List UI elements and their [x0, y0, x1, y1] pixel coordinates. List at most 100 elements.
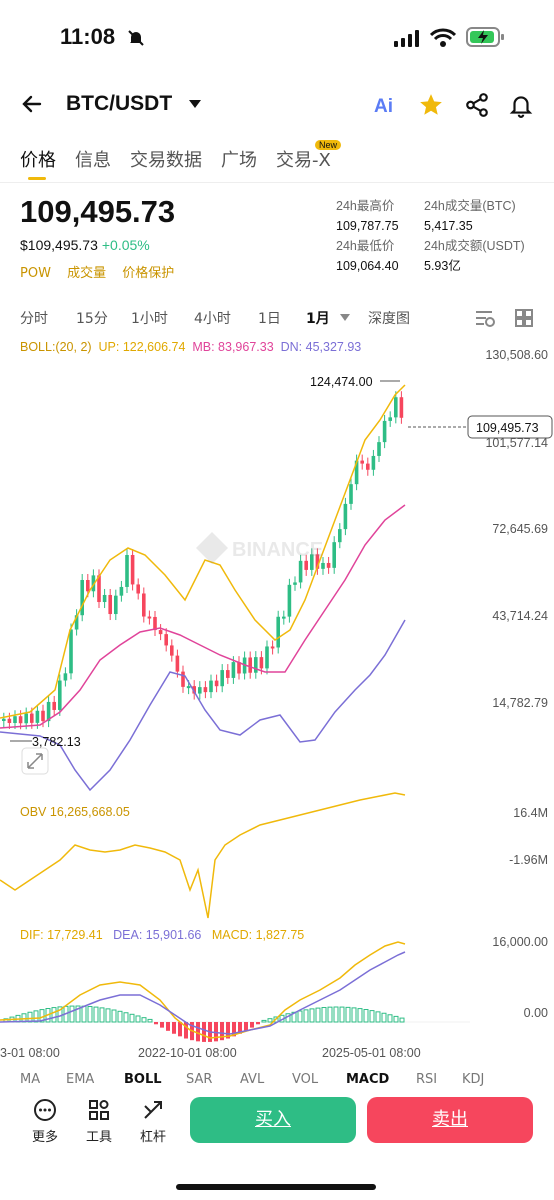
indicator-kdj[interactable]: KDJ: [462, 1072, 485, 1087]
macd-bar: [178, 1022, 182, 1037]
macd-bar: [123, 1012, 129, 1023]
last-price: 109,495.73: [20, 194, 176, 229]
macd-axis-top: 16,000.00: [492, 935, 548, 949]
interval-caret-icon[interactable]: [340, 314, 350, 322]
macd-bar: [375, 1011, 381, 1023]
candle: [377, 442, 381, 456]
candle: [86, 580, 90, 592]
dropdown-caret-icon[interactable]: [188, 98, 202, 110]
tag-price-protection[interactable]: 价格保护: [122, 266, 175, 281]
candle: [343, 503, 348, 530]
candles: [2, 391, 404, 730]
interval-timeline[interactable]: 分时: [20, 311, 48, 327]
dif-value: DIF: 17,729.41: [20, 928, 103, 942]
new-badge: New: [315, 140, 342, 150]
candle: [332, 542, 336, 568]
more-button[interactable]: 更多: [20, 1098, 70, 1145]
macd-bar: [363, 1009, 369, 1023]
interval-1h[interactable]: 1小时: [131, 311, 168, 327]
boll-up: UP: 122,606.74: [98, 340, 186, 354]
tag-volume[interactable]: 成交量: [67, 266, 107, 281]
stats-right: 24h成交量(BTC) 5,417.35 24h成交额(USDT) 5.93亿: [424, 196, 525, 276]
macd-bar: [393, 1015, 399, 1023]
high-marker: 124,474.00: [310, 375, 373, 389]
price-chart[interactable]: BINANCE 124,474.00 3,782.13 109,495.73: [0, 340, 554, 1070]
macd-bar: [261, 1019, 267, 1023]
candle: [41, 710, 45, 722]
macd-bar: [339, 1006, 345, 1023]
obv-axis-mid: -1.96M: [509, 853, 548, 867]
candle: [270, 646, 275, 649]
indicator-boll[interactable]: BOLL: [124, 1072, 162, 1087]
pair-title[interactable]: BTC/USDT: [66, 92, 173, 115]
indicator-macd[interactable]: MACD: [346, 1072, 390, 1087]
star-icon[interactable]: [418, 92, 444, 118]
interval-1d[interactable]: 1日: [258, 311, 281, 327]
leverage-icon: [144, 1101, 162, 1119]
back-arrow-icon[interactable]: [20, 92, 44, 116]
macd-bar: [33, 1010, 39, 1023]
macd-bar: [184, 1022, 188, 1039]
candle: [69, 629, 73, 674]
sell-button[interactable]: 卖出: [367, 1097, 533, 1143]
macd-legend: DIF: 17,729.41 DEA: 15,901.66 MACD: 1,82…: [20, 928, 304, 942]
low-marker: 3,782.13: [32, 735, 81, 749]
layout-grid-icon[interactable]: [514, 308, 534, 328]
interval-depth[interactable]: 深度图: [368, 311, 410, 327]
candle: [382, 420, 387, 443]
usd-price: $109,495.73: [20, 237, 98, 253]
tab-trade-x[interactable]: 交易-X: [276, 150, 331, 171]
macd-bar: [291, 1011, 297, 1023]
macd-bar: [267, 1018, 273, 1023]
candle: [259, 657, 264, 669]
indicator-ema[interactable]: EMA: [66, 1072, 95, 1087]
macd-bar: [250, 1022, 254, 1028]
macd-bar: [129, 1013, 135, 1023]
indicator-vol[interactable]: VOL: [292, 1072, 319, 1087]
price-change: +0.05%: [101, 237, 150, 253]
tag-pow[interactable]: POW: [20, 266, 51, 281]
chart-settings-icon[interactable]: [474, 308, 496, 328]
macd-bar: [369, 1010, 375, 1023]
divider: [0, 182, 554, 183]
macd-bar: [303, 1009, 309, 1023]
macd-bar: [244, 1022, 248, 1031]
candle: [97, 575, 101, 603]
candle: [310, 554, 314, 570]
share-icon[interactable]: [464, 92, 490, 118]
macd-histogram: [3, 1005, 405, 1042]
indicator-rsi[interactable]: RSI: [416, 1072, 438, 1087]
tab-price[interactable]: 价格: [20, 150, 56, 171]
interval-4h[interactable]: 4小时: [194, 311, 231, 327]
cellular-signal-icon: [394, 30, 419, 47]
binance-watermark: BINANCE: [196, 532, 323, 564]
candle: [321, 562, 325, 569]
indicator-sar[interactable]: SAR: [186, 1072, 213, 1087]
bell-icon[interactable]: [508, 92, 534, 118]
candle: [74, 615, 79, 630]
candle: [304, 560, 308, 570]
buy-button[interactable]: 买入: [190, 1097, 356, 1143]
tab-square[interactable]: 广场: [221, 150, 257, 171]
tools-button[interactable]: 工具: [74, 1098, 124, 1145]
indicator-avl[interactable]: AVL: [240, 1072, 265, 1087]
boll-middle-line: [0, 504, 406, 729]
mute-bell-icon: [128, 30, 144, 46]
ai-icon[interactable]: Ai: [374, 96, 393, 117]
macd-bar: [75, 1005, 81, 1023]
candle: [298, 560, 303, 583]
indicator-ma[interactable]: MA: [20, 1072, 41, 1087]
interval-1mo[interactable]: 1月: [306, 311, 330, 327]
tab-info[interactable]: 信息: [75, 150, 111, 171]
leverage-button[interactable]: 杠杆: [128, 1098, 178, 1145]
candle: [366, 463, 370, 470]
candle: [394, 397, 398, 418]
candle: [80, 580, 84, 616]
candle: [158, 630, 163, 635]
candle: [226, 670, 230, 678]
tab-trading-data[interactable]: 交易数据: [130, 150, 202, 171]
interval-15m[interactable]: 15分: [76, 311, 108, 327]
candle: [164, 634, 168, 646]
candle: [265, 646, 269, 669]
candle: [254, 657, 258, 673]
